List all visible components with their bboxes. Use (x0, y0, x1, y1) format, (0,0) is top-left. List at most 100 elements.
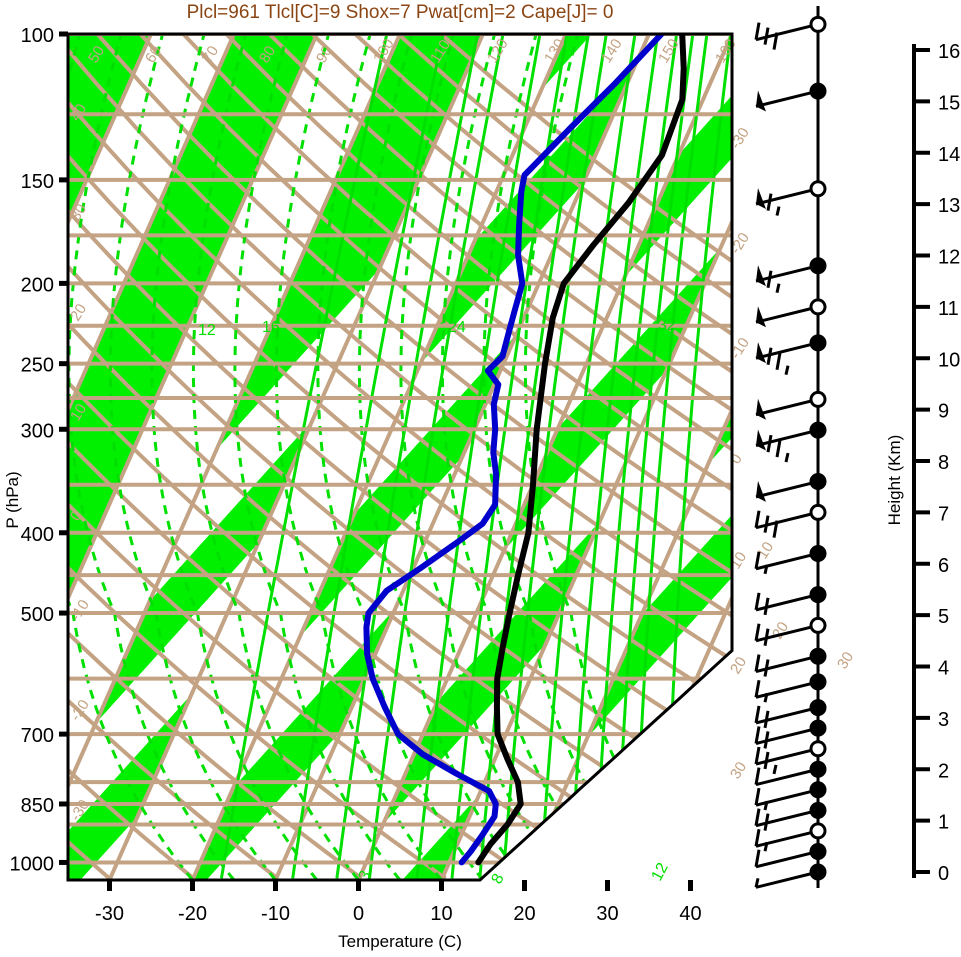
wind-barb (754, 863, 827, 889)
shade-band (524, 34, 732, 880)
dry-adiabat-line (68, 34, 363, 880)
height-tick-label: 7 (938, 503, 949, 525)
wind-barb-full (766, 434, 773, 453)
mixing-ratio-line (415, 34, 542, 879)
dry-adiabat-line (68, 34, 732, 880)
shade-cut (332, 34, 732, 880)
wind-barb-full (754, 746, 761, 765)
wind-barb (754, 781, 827, 811)
moist-adiabat-line (274, 34, 443, 880)
mixing-ratio-label: 16 (262, 319, 280, 336)
isotherm-label-right: 20 (727, 654, 750, 677)
wind-barb-shaft (755, 428, 819, 447)
wind-barb-shaft (755, 305, 819, 324)
height-tick-label: 4 (938, 658, 949, 680)
wind-barb (754, 699, 827, 729)
wind-barb-flag (756, 429, 766, 451)
p-tick-label: 250 (21, 355, 54, 377)
wind-barb-full (754, 22, 761, 40)
p-tick-label: 300 (21, 420, 54, 442)
moist-adiabat-line (108, 34, 277, 880)
p-tick-label: 1000 (10, 853, 55, 875)
dry-adiabat-line (68, 34, 279, 880)
height-tick-label: 16 (938, 41, 960, 63)
wind-barb-full (766, 270, 773, 288)
shade-cut (68, 34, 732, 880)
wind-barb-full (763, 27, 770, 45)
moist-adiabat-line (399, 34, 568, 880)
moist-adiabat-line (68, 34, 194, 880)
wind-barb-flag (756, 480, 766, 502)
wind-barb-shaft (755, 480, 819, 499)
isotherm-label-right: 30 (834, 649, 857, 672)
height-tick-label: 6 (938, 555, 949, 577)
wind-barb (754, 740, 827, 775)
wind-barb-full (754, 592, 761, 611)
height-tick-label: 15 (938, 92, 960, 114)
wind-barb-half (763, 692, 769, 703)
dry-adiabat-line (68, 34, 531, 880)
wind-barb-full (754, 849, 761, 868)
wind-barb (754, 760, 827, 787)
wind-barb-full (754, 726, 761, 744)
wind-level-marker (809, 842, 827, 860)
wind-barb-full (754, 510, 761, 528)
height-tick-label: 1 (938, 812, 949, 834)
wind-level-marker (809, 390, 827, 408)
plot-border (66, 32, 734, 882)
height-tick-label: 8 (938, 452, 949, 474)
isotherm-label-right: 10 (754, 539, 777, 562)
moist-adiabat-line (191, 34, 360, 880)
wind-barb (755, 390, 827, 420)
wind-barb-full (763, 731, 770, 749)
wind-barb-full (763, 751, 770, 770)
wind-barb-full (754, 679, 761, 698)
height-tick-label: 13 (938, 195, 960, 217)
dry-adiabat-label: 90 (313, 43, 336, 66)
wind-barb-full (754, 808, 761, 826)
isotherm-label-left: 30 (67, 201, 90, 224)
isotherm-label-right: 30 (727, 759, 750, 782)
wind-barb-full (754, 767, 761, 785)
wind-level-marker (809, 473, 827, 491)
isotherm-line (522, 34, 732, 880)
wind-level-marker (809, 616, 827, 634)
wind-barb-half (784, 452, 790, 463)
wind-barb-half (772, 764, 778, 775)
dry-adiabat-line (267, 34, 732, 880)
wind-level-marker (809, 647, 827, 665)
wind-barb (754, 822, 827, 852)
plot-frame-layer (66, 32, 734, 882)
wind-barb-full (763, 628, 770, 646)
wind-barb-full (754, 705, 761, 724)
mixing-ratio-line (219, 34, 389, 879)
wind-barb-full (763, 710, 770, 729)
wind-barb-flag (756, 188, 766, 210)
wind-barb (754, 719, 827, 749)
wind-barb-full (754, 828, 761, 847)
isotherm-label-left: 20 (67, 301, 90, 324)
height-tick-label: 14 (938, 144, 960, 166)
mixing-ratio-line (367, 34, 505, 879)
y-axis-title: P (hPa) (3, 471, 22, 528)
wind-barb-half (775, 206, 781, 216)
wind-barb-full (766, 193, 773, 211)
wind-barb (754, 586, 827, 616)
moist-adiabat-line (233, 34, 402, 880)
dry-adiabat-label: 60 (142, 43, 165, 66)
wind-barb (754, 673, 827, 703)
wind-barb-half (784, 365, 790, 376)
moist-adiabat-line (316, 34, 485, 880)
wind-barb-full (772, 32, 779, 50)
isotherm-label-left: 40 (67, 101, 90, 124)
wind-barb (755, 473, 827, 502)
wind-barb-shaft (755, 89, 819, 108)
wind-barb-shaft (755, 870, 819, 889)
height-tick-label: 2 (938, 760, 949, 782)
wind-level-marker (809, 586, 827, 604)
height-tick-label: 5 (938, 606, 949, 628)
wind-level-marker (809, 699, 827, 717)
wind-barb-full (754, 623, 761, 642)
wind-barb-flag (756, 342, 766, 364)
